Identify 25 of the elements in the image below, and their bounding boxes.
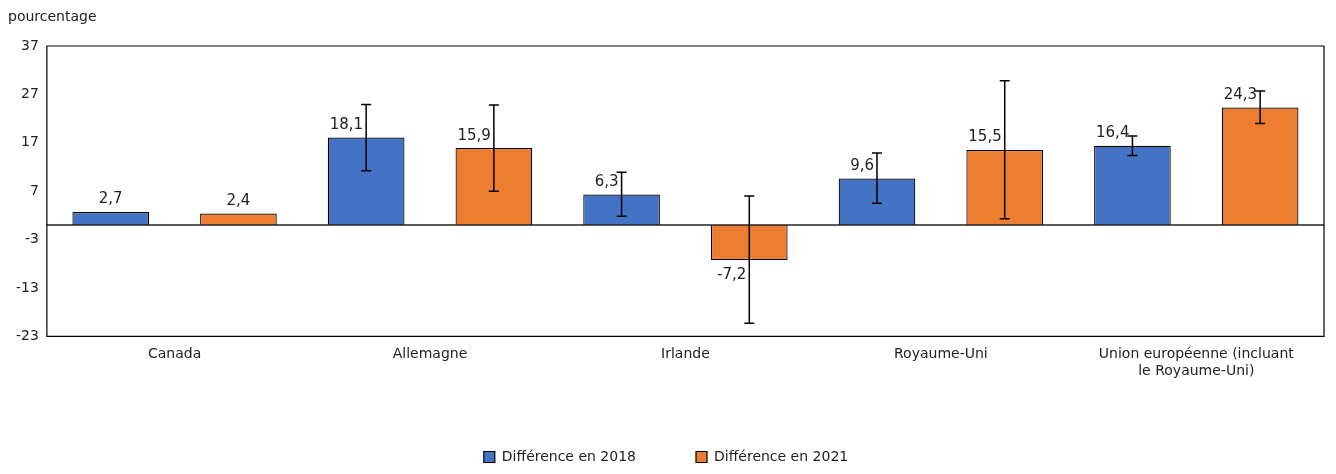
y-tick-label: 37	[21, 36, 39, 53]
data-label: -7,2	[717, 265, 747, 284]
y-tick-label: -23	[15, 327, 39, 344]
data-label: 16,4	[1096, 123, 1130, 142]
x-tick-label: Irlande	[661, 345, 710, 362]
x-tick-label: Canada	[147, 345, 202, 362]
legend-label: Différence en 2018	[501, 447, 637, 464]
x-tick-label: Royaume-Uni	[894, 345, 988, 362]
data-label: 6,3	[594, 171, 619, 190]
data-label: 2,7	[98, 189, 123, 208]
data-label: 15,5	[968, 127, 1002, 146]
data-label: 9,6	[850, 156, 874, 175]
y-tick-label: 7	[29, 181, 39, 198]
y-axis-title: pourcentage	[8, 8, 97, 24]
y-tick-label: -3	[24, 230, 39, 247]
y-tick-label: -13	[15, 278, 39, 295]
data-label: 15,9	[457, 125, 491, 144]
y-tick-label: 17	[21, 133, 39, 150]
x-tick-label: Allemagne	[392, 345, 468, 362]
data-label: 18,1	[329, 114, 364, 133]
legend-label: Différence en 2021	[714, 447, 849, 464]
y-tick-label: 27	[21, 85, 39, 102]
data-label: 24,3	[1223, 84, 1258, 103]
x-tick-label: Union européenne (incluant le Royaume-Uni)	[1098, 345, 1295, 379]
data-label: 2,4	[226, 190, 251, 209]
